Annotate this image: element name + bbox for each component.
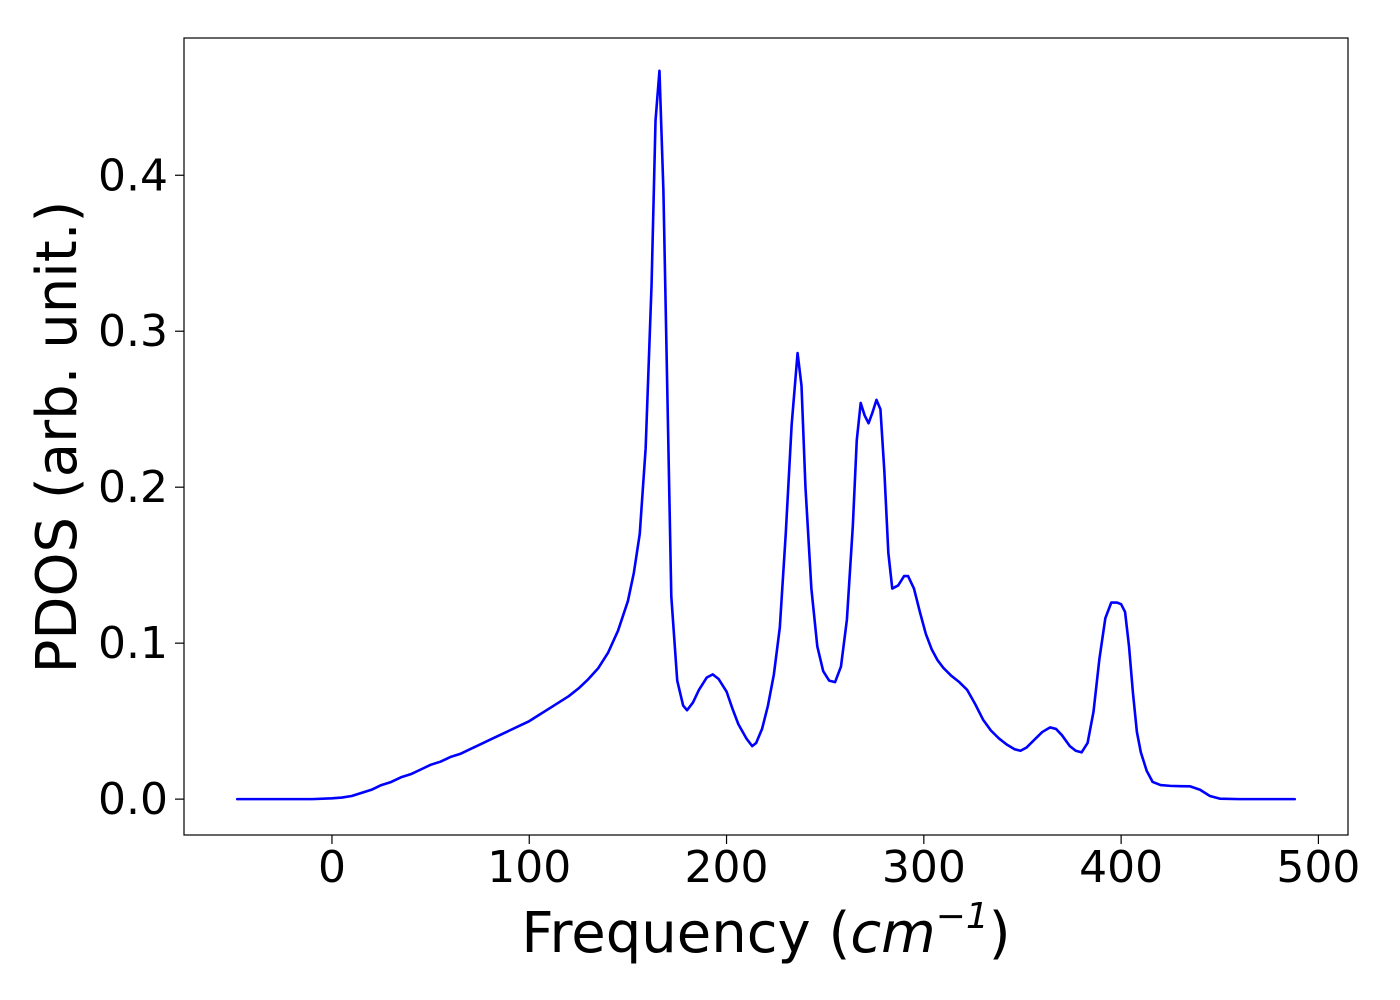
x-axis-label-prefix: Frequency ( <box>521 901 850 966</box>
y-tick-label: 0.2 <box>98 462 168 513</box>
x-tick-label: 100 <box>487 842 571 893</box>
y-tick-label: 0.3 <box>98 306 168 357</box>
plot-frame <box>183 37 1349 836</box>
x-axis-ticks: 0 100 200 300 400 500 <box>318 835 1360 893</box>
x-axis-label-unit: cm <box>850 901 935 966</box>
y-tick-label: 0.4 <box>98 150 168 201</box>
x-tick-label: 500 <box>1276 842 1360 893</box>
y-axis-label: PDOS (arb. unit.) <box>25 201 90 674</box>
pdos-series-line <box>235 69 1297 801</box>
series-group <box>235 69 1297 801</box>
x-tick-label: 200 <box>685 842 769 893</box>
y-tick-label: 0.1 <box>98 618 168 669</box>
x-tick-label: 400 <box>1079 842 1163 893</box>
x-axis-label-exponent: −1 <box>936 896 989 937</box>
y-axis-ticks: 0.0 0.1 0.2 0.3 0.4 <box>98 150 184 825</box>
x-axis-label-suffix: ) <box>989 901 1011 966</box>
x-tick-label: 0 <box>318 842 346 893</box>
x-axis-label: Frequency (cm−1) <box>521 896 1010 966</box>
y-tick-label: 0.0 <box>98 774 168 825</box>
plot-axes: 0 100 200 300 400 500 0.0 0.1 0.2 0.3 0.4 <box>98 37 1360 893</box>
x-tick-label: 300 <box>882 842 966 893</box>
